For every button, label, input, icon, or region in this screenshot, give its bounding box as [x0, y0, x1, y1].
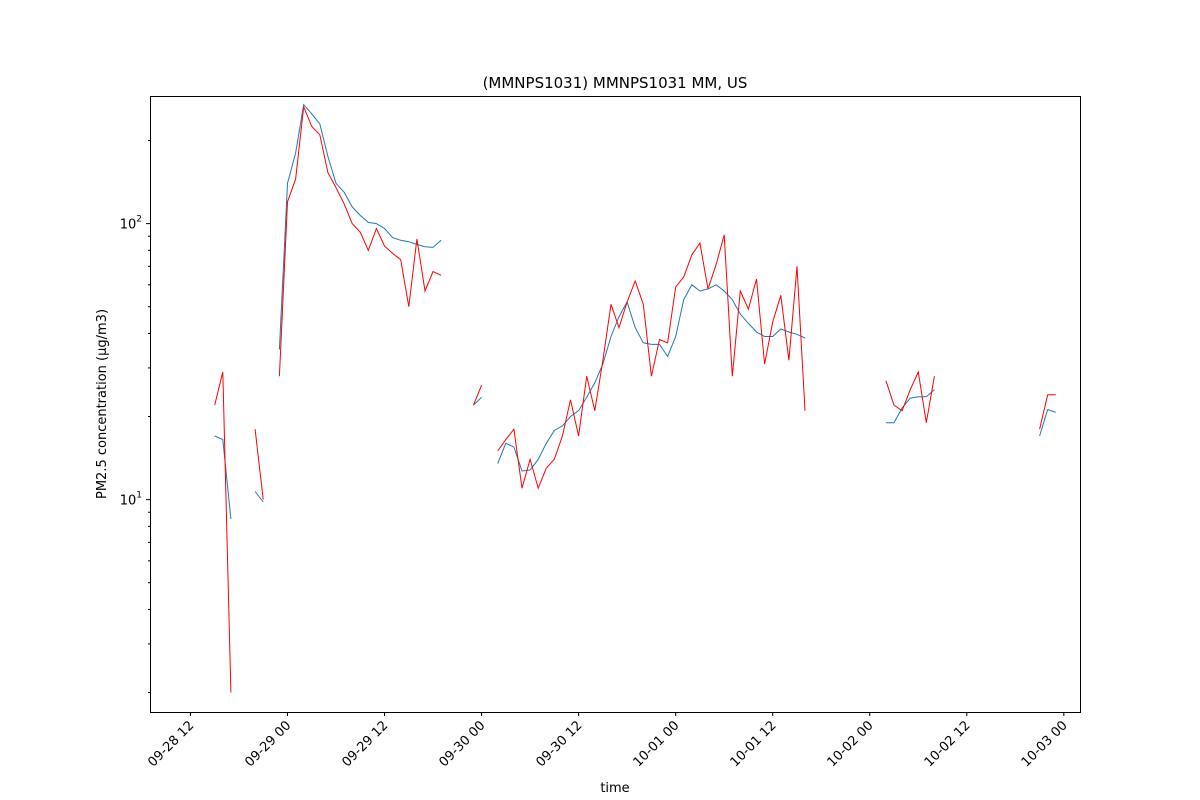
series-0-line-segment-2 [278, 103, 442, 350]
series-0-line-segment-5 [885, 389, 935, 424]
x-tick-label: 10-01 12 [728, 718, 780, 770]
x-axis: 09-28 12 09-29 00 09-29 12 09-30 00 09-30 12… [145, 712, 1071, 770]
series-1-line-segment-1 [254, 429, 264, 500]
x-tick-label: 09-30 12 [533, 718, 585, 770]
x-axis-title: time [600, 781, 629, 796]
y-axis: 101 102 [120, 140, 150, 694]
series-1-line-segment-0 [214, 371, 232, 693]
series-1-line-segment-2 [278, 106, 442, 377]
series-1-line-segment-5 [885, 370, 935, 423]
series-layer [214, 103, 1056, 693]
series-1-line-segment-6 [1039, 394, 1056, 430]
x-tick-label: 10-03 00 [1019, 718, 1071, 770]
series-0-line-segment-4 [497, 284, 806, 472]
x-tick-label: 09-29 00 [242, 718, 294, 770]
x-tick-label: 09-28 12 [145, 718, 197, 770]
x-tick-label: 10-02 00 [825, 718, 877, 770]
series-1-line-segment-3 [473, 384, 483, 406]
x-tick-label: 09-29 12 [339, 718, 391, 770]
series-0-line-segment-6 [1039, 408, 1056, 437]
series-0-line-segment-0 [214, 435, 232, 520]
y-tick-label: 102 [120, 215, 142, 233]
x-tick-label: 09-30 00 [436, 718, 488, 770]
y-axis-title: PM2.5 concentration (µg/m3) [95, 309, 110, 499]
x-tick-label: 10-02 12 [922, 718, 974, 770]
chart-title: (MMNPS1031) MMNPS1031 MM, US [483, 74, 748, 92]
y-tick-label: 101 [120, 491, 142, 509]
plot-frame [150, 96, 1081, 713]
series-1-line-segment-4 [497, 234, 806, 490]
x-tick-label: 10-01 00 [631, 718, 683, 770]
series-0-line-segment-1 [254, 491, 264, 503]
series-0-line-segment-3 [473, 396, 482, 406]
